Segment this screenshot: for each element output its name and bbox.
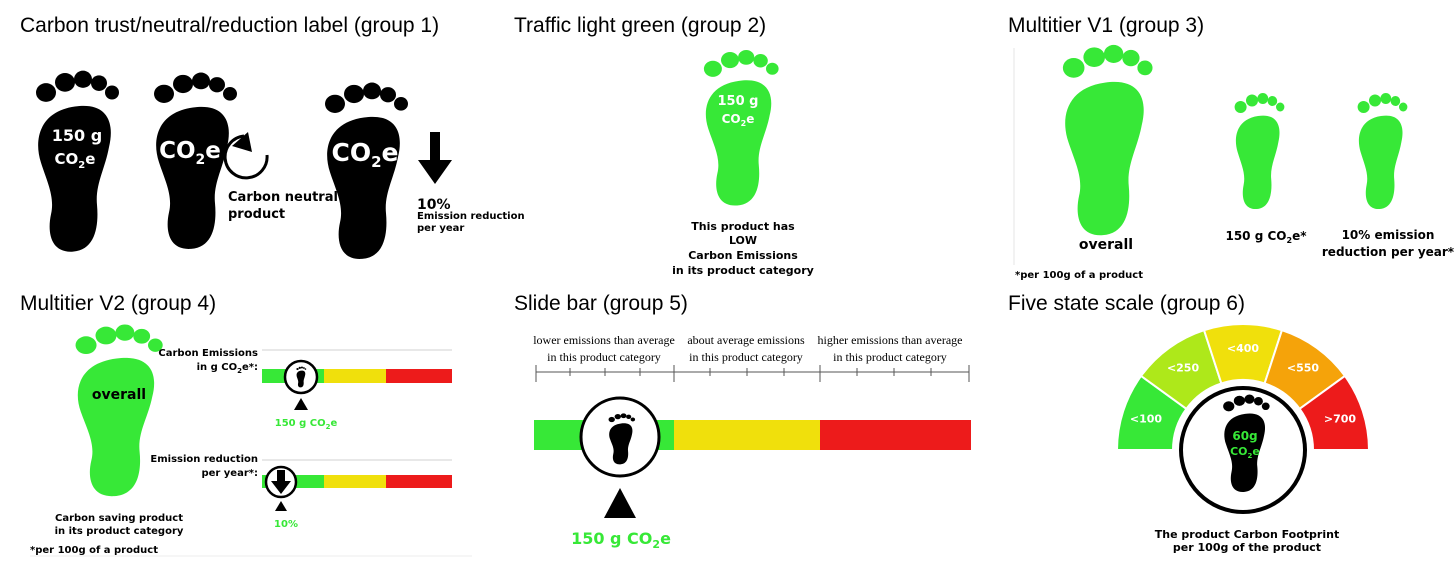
g6-center-co2e: CO2e [1230, 445, 1260, 460]
g5-section1-line1: lower emissions than average [533, 333, 675, 347]
group4-title: Multitier V2 (group 4) [20, 292, 217, 315]
group3-title: Multitier V1 (group 3) [1008, 14, 1205, 37]
g4-footnote: *per 100g of a product [30, 545, 158, 556]
g4-caption2: in its product category [55, 526, 184, 537]
group2-title: Traffic light green (group 2) [514, 14, 767, 37]
g4-red-segment [386, 475, 452, 488]
g5-section3-line2: in this product category [833, 350, 947, 364]
g4-overall: overall [92, 387, 146, 403]
g6-segment-label-1: <100 [1130, 412, 1163, 425]
down-arrow-icon [418, 132, 452, 184]
group3-figure: overall 150 g CO2e* 10% emission reducti… [1013, 44, 1455, 281]
g1-reduction-caption1: Emission reduction [417, 211, 525, 222]
g1-neutral-caption1: Carbon neutral [228, 190, 338, 205]
g4-red-segment [386, 369, 452, 383]
pointer-triangle-icon [604, 488, 636, 518]
g6-segment-label-2: <250 [1167, 361, 1200, 374]
g5-section2-line1: about average emissions [687, 333, 805, 347]
g4-yellow-segment [324, 475, 386, 488]
g6-segment-label-3: <400 [1227, 342, 1260, 355]
g1-label2-co2e: CO2e [159, 138, 221, 168]
pointer-triangle-icon [275, 501, 287, 511]
g5-section3-line1: higher emissions than average [818, 333, 963, 347]
g4-reduction-value: 10% [274, 519, 298, 530]
g6-caption1: The product Carbon Footprint [1155, 528, 1339, 541]
g3-reduction-line1: 10% emission [1342, 228, 1435, 242]
g2-co2e: CO2e [722, 112, 755, 128]
pointer-triangle-icon [294, 398, 308, 410]
group4-figure: overall Carbon saving product in its pro… [30, 324, 472, 557]
g1-label3-co2e: CO2e [331, 138, 398, 171]
refresh-cycle-icon [223, 134, 269, 180]
g3-overall: overall [1079, 237, 1133, 253]
g5-value: 150 g CO2e [571, 529, 671, 551]
g5-section1-line2: in this product category [547, 350, 661, 364]
g6-caption2: per 100g of the product [1173, 541, 1321, 554]
group5-figure: lower emissions than average in this pro… [533, 333, 971, 551]
g6-gauge: <100 <250 <400 <550 >700 [1115, 323, 1371, 451]
g5-yellow-segment [674, 420, 820, 450]
g1-label1-co2e: CO2e [55, 150, 96, 171]
g1-label1-line1: 150 g [52, 126, 102, 145]
g6-segment-5 [1298, 374, 1371, 451]
group6-title: Five state scale (group 6) [1008, 292, 1245, 315]
g3-value: 150 g CO2e* [1225, 229, 1307, 245]
g6-segment-label-5: >700 [1324, 412, 1357, 425]
refresh-arrowhead-icon [232, 132, 252, 152]
g6-center-line1: 60g [1232, 429, 1257, 443]
g2-caption-3: Carbon Emissions [688, 249, 798, 262]
g4-emissions-label1: Carbon Emissions [158, 348, 258, 359]
g1-reduction-caption2: per year [417, 223, 464, 234]
g5-section2-line2: in this product category [689, 350, 803, 364]
group2-figure: 150 g CO2e This product has LOW Carbon E… [672, 50, 814, 277]
g5-ruler [535, 365, 970, 382]
group1-figure: 150 g CO2e CO2e Carbon neutral product C… [36, 70, 525, 259]
group5-title: Slide bar (group 5) [514, 292, 688, 315]
g2-value-line1: 150 g [718, 94, 759, 109]
g4-reduction-label1: Emission reduction [150, 454, 258, 465]
g4-yellow-segment [324, 369, 386, 383]
g2-caption-4: in its product category [672, 264, 814, 277]
group1-title: Carbon trust/neutral/reduction label (gr… [20, 14, 440, 37]
g3-footnote: *per 100g of a product [1015, 270, 1143, 281]
g4-reduction-label2: per year*: [201, 468, 258, 479]
g4-caption1: Carbon saving product [55, 513, 183, 524]
g4-emissions-label2: in g CO2e*: [197, 362, 258, 375]
g2-caption-2: LOW [729, 234, 757, 247]
g1-neutral-caption2: product [228, 207, 285, 222]
g5-red-segment [820, 420, 971, 450]
g6-segment-label-4: <550 [1287, 361, 1320, 374]
g1-percent: 10% [417, 197, 451, 213]
g3-reduction-line2: reduction per year* [1322, 245, 1455, 259]
down-arrow-icon [271, 470, 291, 494]
g2-caption-1: This product has [691, 220, 795, 233]
g4-emissions-value: 150 g CO2e [275, 418, 338, 431]
